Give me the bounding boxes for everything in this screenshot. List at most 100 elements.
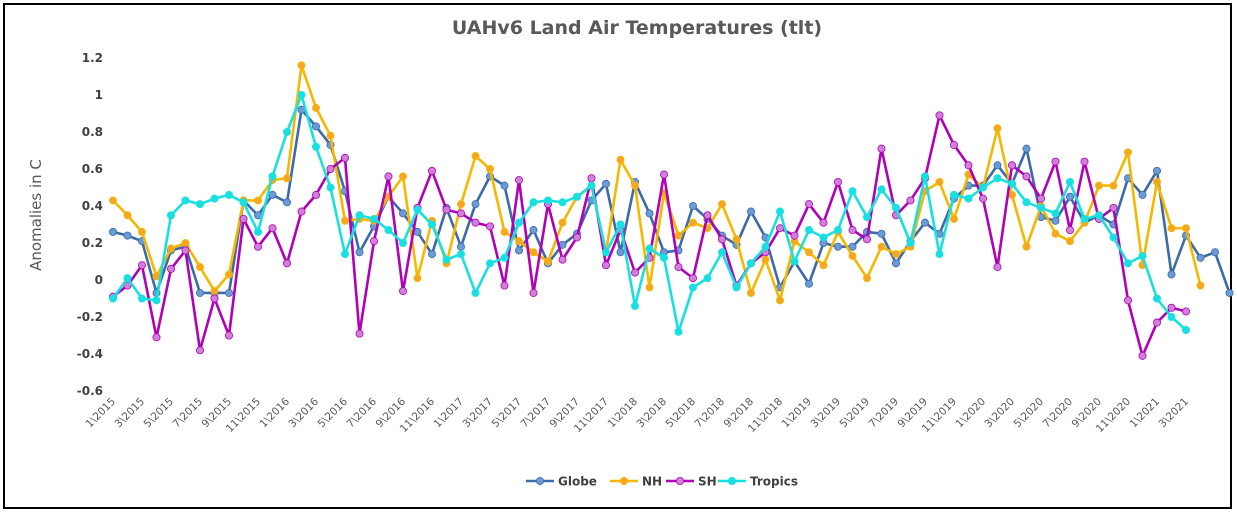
data-point-sh	[137, 261, 146, 270]
data-point-tropics	[471, 288, 480, 297]
data-point-nh	[413, 274, 422, 283]
data-point-nh	[456, 200, 465, 209]
data-point-sh	[1022, 172, 1031, 181]
data-point-sh	[863, 235, 872, 244]
data-point-sh	[224, 331, 233, 340]
data-point-tropics	[1095, 211, 1104, 220]
data-point-tropics	[921, 172, 930, 181]
data-point-tropics	[268, 172, 277, 181]
y-tick-label: 1.2	[82, 51, 103, 65]
data-point-sh	[674, 263, 683, 272]
data-point-sh	[1080, 157, 1089, 166]
x-tick-label: 3\2017	[461, 396, 496, 431]
x-tick-label: 7\2015	[171, 396, 206, 431]
data-point-nh	[1196, 281, 1205, 290]
data-point-tropics	[181, 196, 190, 205]
data-point-sh	[1153, 318, 1162, 327]
data-point-nh	[935, 177, 944, 186]
data-point-sh	[1109, 203, 1118, 212]
data-point-tropics	[1138, 251, 1147, 260]
data-point-nh	[123, 211, 132, 220]
data-point-globe	[892, 259, 901, 268]
data-point-globe	[747, 207, 756, 216]
data-point-tropics	[892, 203, 901, 212]
x-tick-label: 5\2016	[316, 395, 351, 430]
data-point-tropics	[703, 274, 712, 283]
data-point-sh	[776, 224, 785, 233]
x-tick-label: 7\2017	[519, 396, 554, 431]
data-point-tropics	[732, 283, 741, 292]
data-point-nh	[776, 296, 785, 305]
data-point-sh	[442, 205, 451, 214]
data-point-tropics	[529, 198, 538, 207]
data-point-nh	[558, 218, 567, 227]
data-point-tropics	[790, 257, 799, 266]
data-point-nh	[1153, 177, 1162, 186]
data-point-sh	[950, 140, 959, 149]
data-point-nh	[877, 242, 886, 251]
y-tick-label: -0.4	[77, 347, 103, 361]
data-point-sh	[993, 263, 1002, 272]
x-tick-label: 1\2016	[258, 395, 293, 430]
data-point-globe	[500, 181, 509, 190]
data-point-nh	[166, 244, 175, 253]
data-point-sh	[485, 222, 494, 231]
data-point-nh	[515, 237, 524, 246]
data-point-nh	[1167, 224, 1176, 233]
x-tick-label: 5\2017	[490, 396, 525, 431]
data-point-tropics	[950, 190, 959, 199]
y-tick-label: 0.2	[82, 236, 103, 250]
data-point-sh	[848, 226, 857, 235]
data-point-sh	[195, 346, 204, 355]
data-point-sh	[1008, 161, 1017, 170]
legend-label-tropics: Tropics	[750, 475, 798, 489]
data-point-nh	[950, 214, 959, 223]
data-point-globe	[805, 279, 814, 288]
x-tick-label: 3\2015	[113, 396, 148, 431]
data-point-tropics	[152, 296, 161, 305]
x-tick-label: 7\2020	[1041, 396, 1076, 431]
data-point-globe	[471, 200, 480, 209]
data-point-tropics	[660, 253, 669, 262]
data-point-sh	[805, 200, 814, 209]
data-point-globe	[1196, 253, 1205, 262]
data-point-tropics	[1109, 233, 1118, 242]
data-point-sh	[515, 176, 524, 185]
data-point-sh	[703, 211, 712, 220]
data-point-globe	[877, 229, 886, 238]
data-point-tropics	[645, 244, 654, 253]
data-point-sh	[253, 242, 262, 251]
x-tick-label: 3\2019	[809, 396, 844, 431]
data-point-tropics	[485, 259, 494, 268]
data-point-tropics	[456, 250, 465, 259]
data-point-sh	[369, 237, 378, 246]
data-point-sh	[587, 174, 596, 183]
data-point-sh	[326, 164, 335, 173]
data-point-globe	[109, 227, 118, 236]
data-point-globe	[456, 242, 465, 251]
data-point-nh	[616, 155, 625, 164]
data-point-nh	[645, 283, 654, 292]
x-tick-label: 5\2020	[1012, 396, 1047, 431]
data-point-nh	[848, 251, 857, 260]
data-point-tropics	[587, 181, 596, 190]
data-point-globe	[993, 161, 1002, 170]
data-point-sh	[1066, 226, 1075, 235]
data-point-tropics	[398, 238, 407, 247]
data-point-globe	[1022, 144, 1031, 153]
data-point-sh	[166, 264, 175, 273]
data-point-globe	[1225, 288, 1234, 297]
y-tick-label: 0	[95, 273, 103, 287]
data-point-nh	[1022, 242, 1031, 251]
series-nh	[109, 61, 1205, 305]
legend-label-globe: Globe	[558, 475, 597, 489]
data-point-nh	[1182, 224, 1191, 233]
data-point-globe	[123, 231, 132, 240]
data-point-nh	[1095, 181, 1104, 190]
data-point-sh	[500, 281, 509, 290]
legend-label-sh: SH	[698, 475, 717, 489]
data-point-nh	[718, 200, 727, 209]
data-point-sh	[268, 224, 277, 233]
data-point-globe	[311, 122, 320, 131]
data-point-tropics	[906, 238, 915, 247]
